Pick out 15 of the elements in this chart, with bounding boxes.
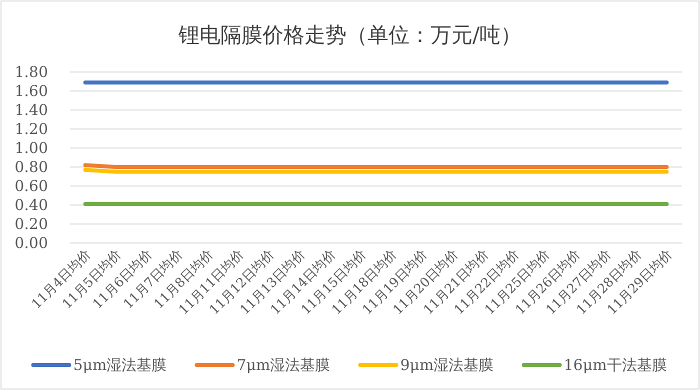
y-tick-label: 0.40 xyxy=(14,196,48,214)
y-tick-label: 1.20 xyxy=(14,120,48,138)
chart-title: 锂电隔膜价格走势（单位：万元/吨） xyxy=(177,23,522,47)
y-tick-label: 0.00 xyxy=(14,234,48,252)
y-tick-label: 0.20 xyxy=(14,215,48,233)
y-tick-label: 0.80 xyxy=(14,158,48,176)
y-tick-label: 1.40 xyxy=(14,101,48,119)
legend-label: 5μm湿法基膜 xyxy=(73,356,167,374)
y-tick-label: 1.80 xyxy=(14,63,48,81)
y-tick-label: 1.60 xyxy=(14,82,48,100)
legend-label: 16μm干法基膜 xyxy=(564,356,667,374)
y-tick-label: 0.60 xyxy=(14,177,48,195)
y-tick-label: 1.00 xyxy=(14,139,48,157)
legend-label: 9μm湿法基膜 xyxy=(400,356,494,374)
legend-label: 7μm湿法基膜 xyxy=(236,356,330,374)
